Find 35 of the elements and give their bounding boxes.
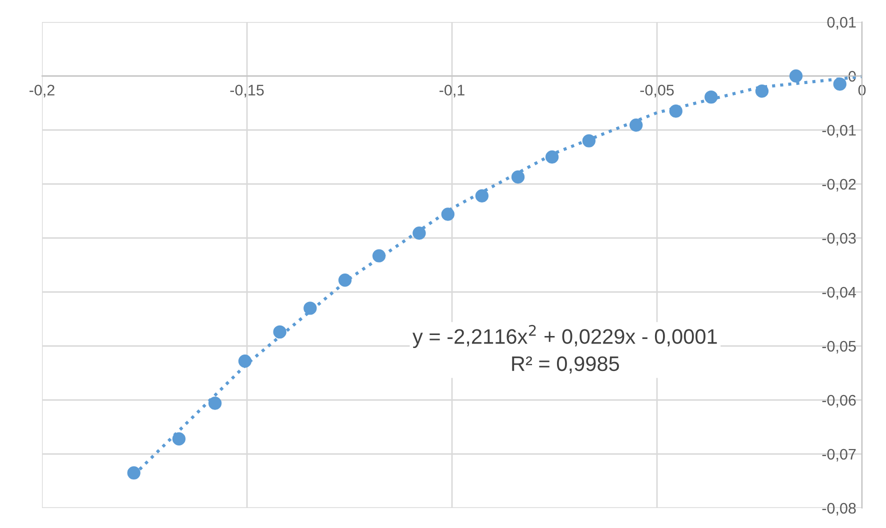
point — [172, 432, 186, 446]
point — [127, 466, 140, 480]
y-tick-label: -0,06 — [822, 394, 856, 408]
point — [833, 78, 846, 91]
annotation: R² = 0,9985 — [512, 356, 620, 374]
point — [545, 150, 559, 164]
x-tick-label: -0,15 — [230, 84, 264, 98]
point — [208, 396, 222, 410]
x-tick-label: -0,05 — [640, 84, 674, 98]
y-tick-label: 0,01 — [827, 16, 856, 30]
point — [629, 118, 643, 132]
y-tick-label: -0,05 — [822, 340, 856, 354]
point — [412, 226, 426, 240]
point — [511, 170, 525, 184]
x-tick-label: -0,2 — [30, 84, 54, 98]
y-tick-label: -0,08 — [822, 502, 856, 516]
point — [372, 249, 386, 262]
point — [582, 134, 596, 148]
point — [273, 325, 286, 339]
y-tick-label: -0,01 — [822, 124, 856, 138]
point — [238, 354, 252, 368]
point — [789, 69, 803, 83]
y-tick-label: -0,07 — [822, 448, 856, 462]
y-tick-label: -0,02 — [822, 178, 856, 192]
point — [304, 302, 317, 315]
y-tick-label: -0,03 — [822, 232, 856, 246]
x-tick-label: -0,1 — [440, 84, 464, 98]
point — [441, 208, 454, 221]
y-tick-label: -0,04 — [822, 286, 856, 300]
point — [475, 189, 489, 202]
point — [338, 274, 352, 287]
point — [669, 104, 682, 118]
annotation: y = -2,2116x$^{2}$ + 0,0229x - 0,0001 — [412, 324, 717, 348]
point — [755, 84, 769, 98]
point — [704, 90, 718, 104]
